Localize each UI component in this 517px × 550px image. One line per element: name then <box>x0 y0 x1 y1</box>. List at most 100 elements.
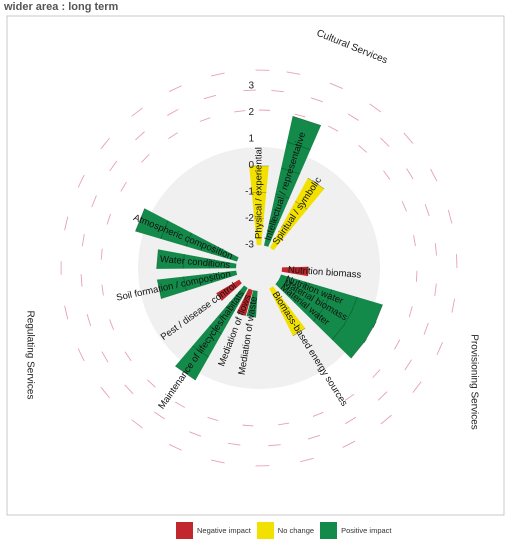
bar <box>175 285 248 381</box>
bar-unit-tick <box>307 266 309 277</box>
faint-arc-mark <box>310 97 323 103</box>
bar-unit-tick <box>216 292 223 301</box>
group-label: Provisioning Services <box>468 334 479 430</box>
tick-label: 2 <box>248 107 254 118</box>
bar-unit-tick <box>307 177 325 190</box>
faint-arc-mark <box>434 243 438 256</box>
faint-arc-mark <box>300 457 314 463</box>
bar-unit-tick <box>226 305 235 312</box>
bar-unit-tick <box>135 208 145 232</box>
faint-arc-mark <box>124 384 134 395</box>
tick-label: -2 <box>245 213 254 224</box>
faint-arc-mark <box>345 416 357 425</box>
faint-arc-mark <box>406 168 414 180</box>
faint-arc-mark <box>86 313 92 327</box>
faint-arc-mark <box>328 125 339 132</box>
bar-unit-tick <box>312 309 323 322</box>
faint-arc-mark <box>154 411 165 420</box>
faint-arc-mark <box>91 195 97 208</box>
faint-arc-mark <box>64 305 69 320</box>
bar <box>216 279 242 301</box>
faint-arc-mark <box>430 168 438 182</box>
faint-arc-mark <box>358 144 368 153</box>
faint-arc-mark <box>286 71 301 75</box>
faint-arc-mark <box>141 154 150 163</box>
bar <box>157 270 238 299</box>
faint-arc-mark <box>100 248 103 260</box>
bar-unit-tick <box>185 232 192 247</box>
faint-arc-mark <box>278 422 290 426</box>
faint-arc-mark <box>77 348 85 362</box>
bar-unit-tick <box>182 254 185 269</box>
faint-arc-mark <box>369 103 382 113</box>
faint-arc-mark <box>207 416 219 422</box>
bar-unit-tick <box>236 312 246 316</box>
faint-arc-mark <box>377 391 388 401</box>
faint-arc-mark <box>372 369 381 379</box>
category-label: Physical / experiential <box>254 147 265 239</box>
bar-unit-tick <box>156 279 162 299</box>
faint-arc-mark <box>101 284 104 296</box>
bar-unit-tick <box>275 193 290 199</box>
bar-unit-tick <box>211 245 216 255</box>
legend-item: No change <box>256 522 314 539</box>
tick-label: -1 <box>245 187 254 198</box>
faint-arc-mark <box>394 339 401 350</box>
faint-arc-mark <box>412 381 422 393</box>
faint-arc-mark <box>380 137 390 147</box>
faint-arc-mark <box>413 235 416 247</box>
faint-arc-mark <box>106 213 111 225</box>
bar-unit-tick <box>246 315 257 318</box>
radial-axis: 3 2 1 0 -1 -2 -3 <box>245 81 254 251</box>
legend-label: Negative impact <box>197 526 251 535</box>
faint-arc-mark <box>234 110 246 113</box>
faint-arc-mark <box>243 89 256 92</box>
faint-arc-mark <box>131 419 143 429</box>
legend-item: Negative impact <box>176 522 251 539</box>
faint-arc-mark <box>242 424 254 427</box>
bar <box>156 249 237 269</box>
faint-arc-mark <box>189 431 202 437</box>
bar-unit-tick <box>295 200 308 210</box>
faint-arc-mark <box>109 160 118 172</box>
bar-unit-tick <box>209 273 213 283</box>
faint-arc-mark <box>415 270 418 282</box>
faint-arc-mark <box>401 201 407 212</box>
bar-unit-tick <box>282 224 291 231</box>
faint-arc-mark <box>168 444 182 451</box>
legend: Negative impact No change Positive impact <box>176 522 398 539</box>
faint-arc-mark <box>312 411 324 417</box>
legend-swatch <box>256 522 274 539</box>
bar-unit-tick <box>294 295 301 303</box>
faint-arc-mark <box>404 359 412 371</box>
bar-unit-tick <box>286 141 311 150</box>
bar <box>263 116 322 247</box>
faint-arc-mark <box>109 319 114 330</box>
faint-arc-mark <box>436 341 443 355</box>
faint-arc-mark <box>228 442 241 446</box>
faint-arc-mark <box>167 109 179 116</box>
bar-unit-tick <box>331 324 345 341</box>
bar <box>281 266 309 277</box>
faint-arc-mark <box>268 444 281 447</box>
bar-unit-tick <box>156 249 159 269</box>
faint-arc-mark <box>175 401 186 408</box>
faint-arc-mark <box>403 132 414 144</box>
faint-arc-mark <box>211 459 225 464</box>
faint-arc-mark <box>307 434 321 440</box>
tick-label: 3 <box>248 81 254 92</box>
faint-arc-mark <box>81 233 85 247</box>
faint-arc-mark <box>120 181 127 192</box>
faint-arc-mark <box>124 351 132 362</box>
legend-swatch <box>320 522 338 539</box>
bars <box>135 115 383 381</box>
faint-arc-mark <box>408 306 413 317</box>
faint-arc-mark <box>100 386 110 399</box>
faint-arc-mark <box>347 113 359 121</box>
faint-arc-mark <box>329 82 343 89</box>
faint-arc-mark <box>344 393 355 401</box>
faint-arc-mark <box>100 137 110 150</box>
legend-item: Positive impact <box>320 522 392 539</box>
faint-arc-mark <box>423 322 429 335</box>
bar-unit-tick <box>292 115 322 126</box>
